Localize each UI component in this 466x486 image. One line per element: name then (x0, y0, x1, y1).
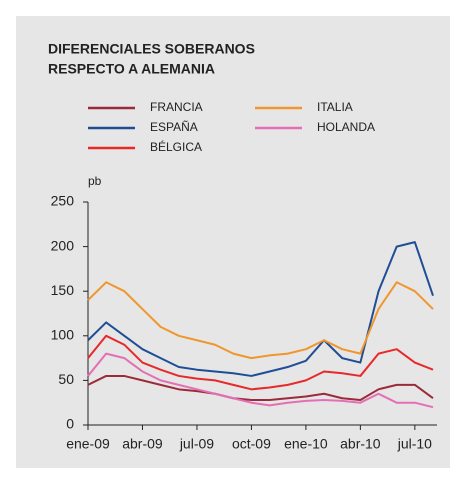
y-tick-label: 100 (51, 327, 75, 343)
legend-label: ITALIA (317, 100, 353, 114)
x-tick-label: abr-09 (122, 436, 163, 452)
series-line (87, 241, 434, 377)
x-tick-label: jul-10 (397, 436, 432, 452)
series-line (87, 334, 434, 391)
x-tick-label: ene-09 (66, 436, 110, 452)
y-tick-label: 250 (51, 193, 75, 209)
series-line (87, 352, 434, 409)
x-tick-label: abr-10 (340, 436, 381, 452)
legend-label: BÉLGICA (150, 139, 202, 154)
x-tick-label: ene-10 (284, 436, 328, 452)
legend-label: HOLANDA (317, 120, 375, 134)
legend-label: FRANCIA (150, 100, 203, 114)
x-tick-label: oct-09 (232, 436, 271, 452)
chart-title: RESPECTO A ALEMANIA (48, 61, 215, 77)
x-tick-label: jul-09 (179, 436, 214, 452)
series-line (87, 374, 434, 402)
y-tick-label: 0 (66, 416, 74, 432)
y-tick-label: 50 (58, 371, 74, 387)
y-tick-label: 200 (51, 237, 75, 253)
series-line (87, 281, 434, 360)
chart-title: DIFERENCIALES SOBERANOS (48, 41, 255, 57)
background (16, 16, 450, 468)
y-tick-label: 150 (51, 282, 75, 298)
legend-label: ESPAÑA (150, 120, 198, 134)
y-axis-label: pb (88, 174, 102, 188)
